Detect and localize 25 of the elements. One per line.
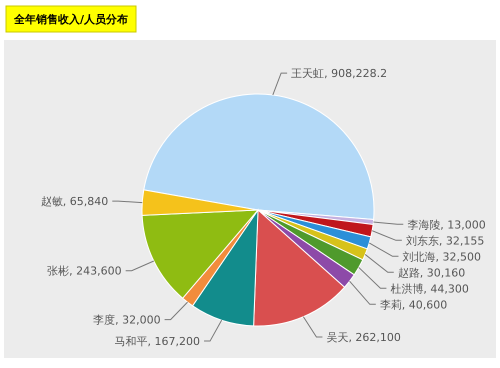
slice-label: 赵路 <box>398 266 420 280</box>
data-label: , 167,200 <box>148 335 200 348</box>
data-label: , 243,600 <box>69 264 122 278</box>
data-label: , 32,155 <box>438 234 484 248</box>
data-label: , 32,500 <box>435 250 481 264</box>
data-label: , 32,000 <box>115 314 161 327</box>
slice-label: 赵敏 <box>40 195 63 208</box>
slice-label: 李海陵 <box>407 218 440 232</box>
slice-label: 杜洪博 <box>390 282 424 296</box>
slice-label: 刘北海 <box>402 250 436 264</box>
chart-title: 全年销售收入/人员分布 <box>12 13 128 26</box>
data-label: , 30,160 <box>420 266 466 280</box>
slice-label: 刘东东 <box>406 234 439 248</box>
data-label: , 13,000 <box>440 218 486 232</box>
slice-label: 李莉 <box>380 298 402 312</box>
data-label: , 44,300 <box>423 282 469 296</box>
data-label: , 65,840 <box>62 195 108 208</box>
slice-label: 马和平 <box>114 335 148 348</box>
data-label: , 262,100 <box>348 330 401 344</box>
data-label: , 40,600 <box>402 298 448 312</box>
slice-label: 吴天 <box>326 330 348 344</box>
slice-label: 张彬 <box>47 264 70 278</box>
slice-label: 李度 <box>93 314 116 327</box>
slice-label: 王天虹 <box>291 67 324 80</box>
data-label: , 908,228.2 <box>324 67 388 80</box>
